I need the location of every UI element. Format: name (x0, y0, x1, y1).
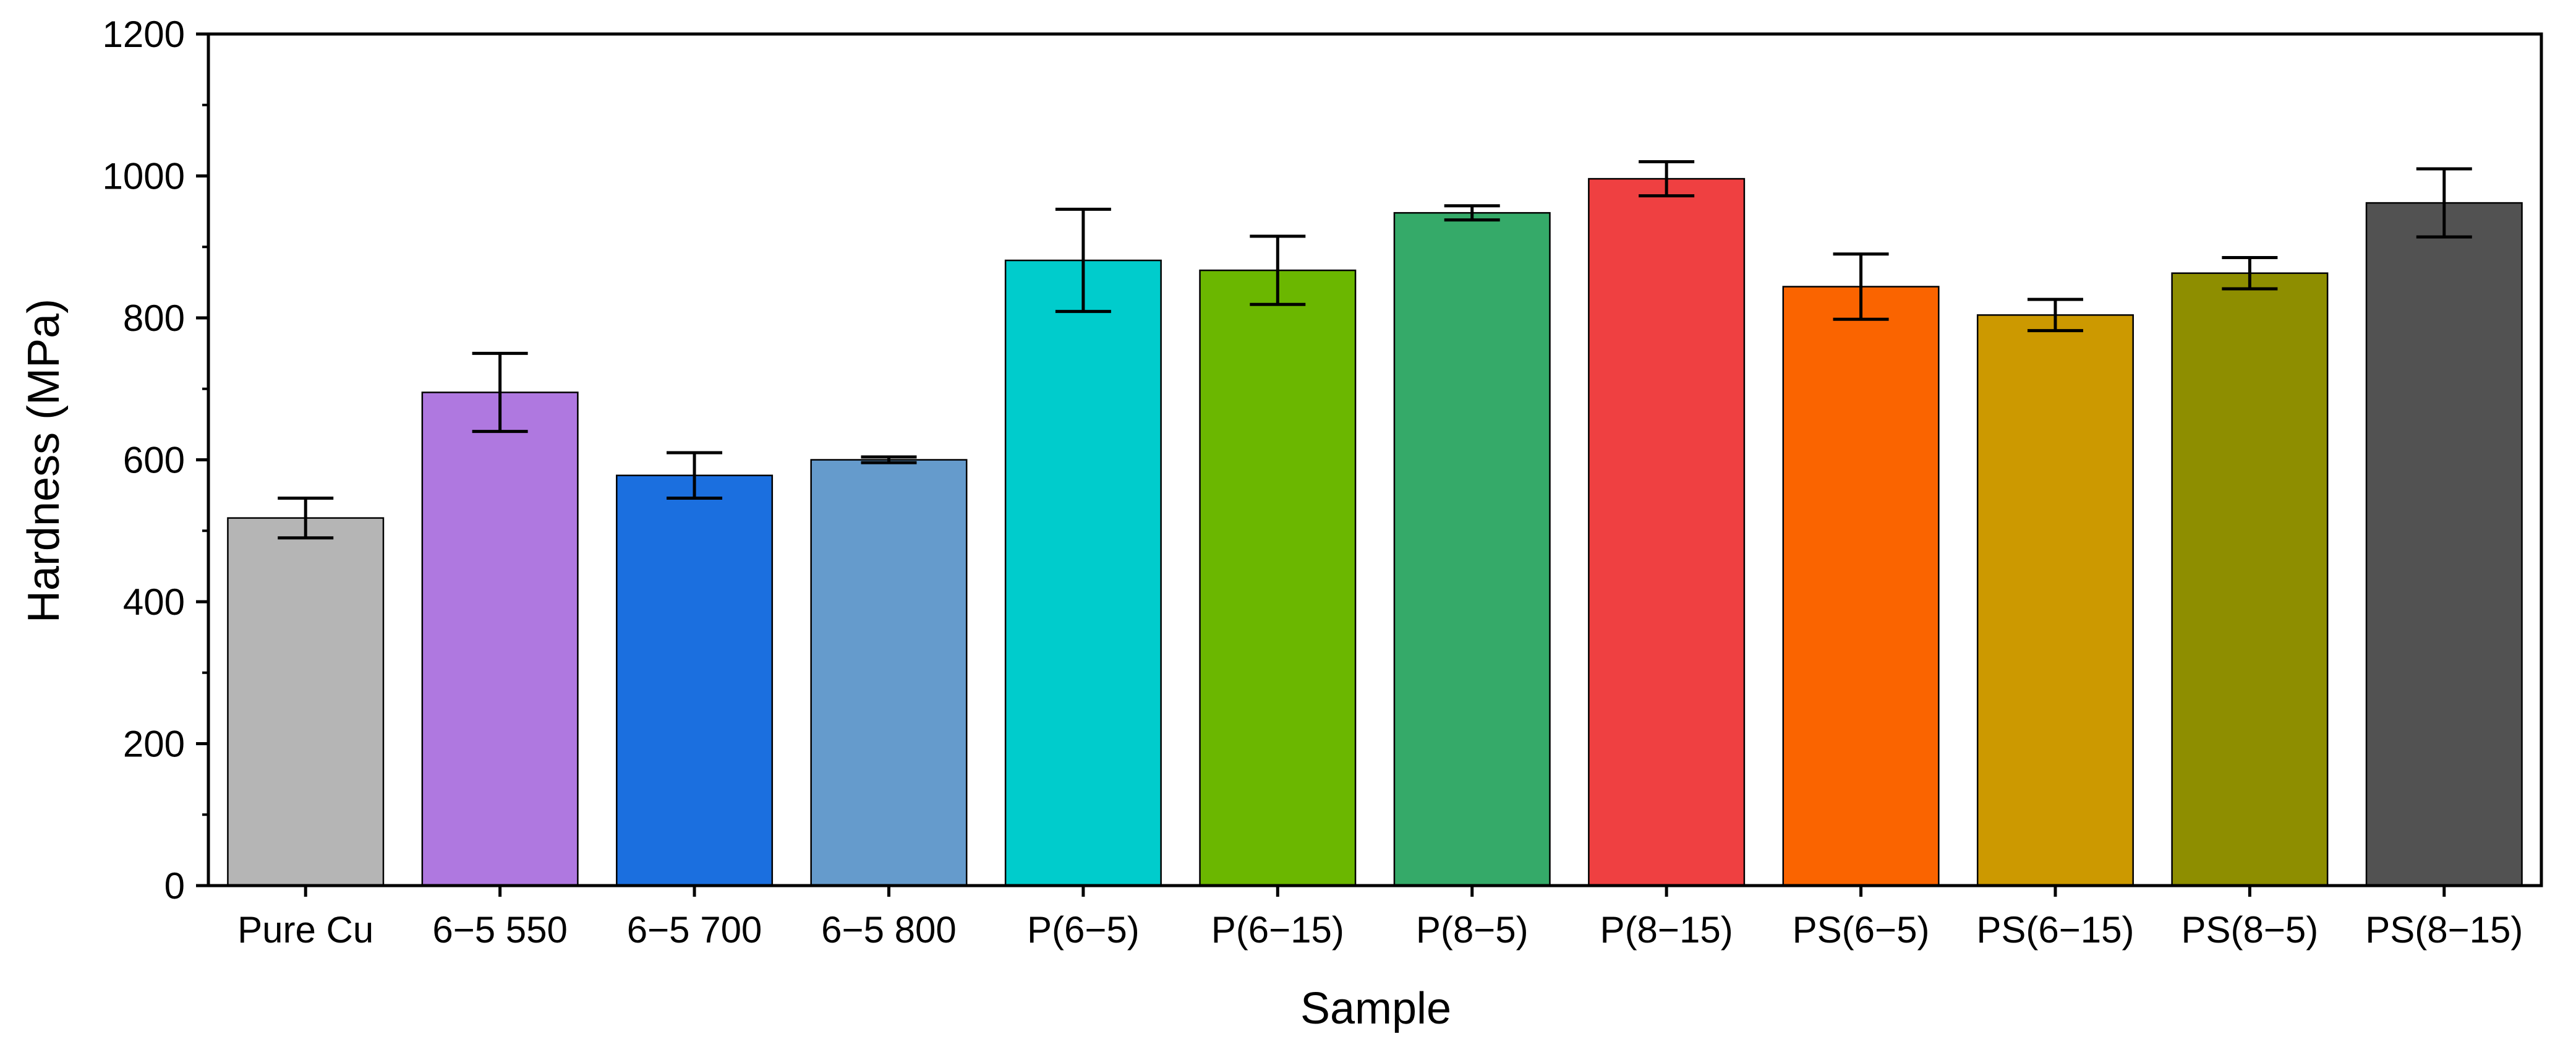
x-tick-label-3: 6−5 800 (821, 909, 957, 951)
y-tick-label-2: 400 (123, 581, 185, 623)
error-bars-layer (278, 160, 2472, 540)
x-tick-label-4: P(6−5) (1027, 909, 1140, 951)
y-tick-label-5: 1000 (103, 156, 185, 197)
error-bar-4 (1055, 207, 1111, 314)
error-bar-3 (861, 455, 917, 464)
x-tick-label-2: 6−5 700 (627, 909, 762, 951)
bar-2 (616, 474, 774, 887)
x-tick-label-5: P(6−15) (1211, 909, 1344, 951)
x-tick-label-11: PS(8−15) (2365, 909, 2523, 951)
x-tick-label-10: PS(8−5) (2181, 909, 2318, 951)
error-bar-6 (1444, 204, 1500, 222)
y-tick-label-6: 1200 (103, 14, 185, 55)
x-tick-label-8: PS(6−5) (1793, 909, 1930, 951)
bars-layer (227, 177, 2523, 887)
error-bar-11 (2416, 167, 2472, 239)
x-tick-label-0: Pure Cu (237, 909, 373, 951)
x-tick-label-1: 6−5 550 (432, 909, 568, 951)
error-bar-2 (667, 451, 723, 500)
bar-5 (1199, 269, 1357, 887)
bar-0 (227, 517, 385, 887)
error-bar-8 (1833, 252, 1889, 321)
bar-7 (1588, 177, 1746, 887)
bar-11 (2365, 202, 2523, 887)
y-tick-label-3: 600 (123, 440, 185, 481)
error-bar-7 (1639, 160, 1695, 198)
bar-6 (1393, 212, 1551, 887)
y-axis-title: Hardness (MPa) (19, 299, 69, 623)
bar-10 (2171, 272, 2329, 887)
y-tick-label-0: 0 (164, 865, 185, 907)
x-tick-label-7: P(8−15) (1600, 909, 1733, 951)
plot-frame (207, 32, 2543, 887)
bar-1 (421, 391, 579, 887)
error-bar-0 (278, 496, 334, 540)
error-bar-1 (472, 351, 528, 434)
x-tick-label-9: PS(6−15) (1976, 909, 2134, 951)
error-bar-5 (1250, 234, 1306, 306)
labels-layer: Pure Cu 6−5 550 6−5 700 6−5 800 P(6−5) P(6−15… (103, 14, 2523, 951)
error-bar-10 (2222, 255, 2278, 291)
x-tick-label-6: P(8−5) (1416, 909, 1529, 951)
bar-9 (1976, 314, 2134, 887)
error-bar-9 (2027, 297, 2083, 333)
y-tick-label-1: 200 (123, 724, 185, 765)
bar-4 (1004, 259, 1162, 887)
bar-8 (1782, 286, 1940, 887)
bar-3 (810, 459, 968, 887)
axes-layer (196, 32, 2543, 897)
x-axis-title: Sample (1300, 984, 1451, 1033)
y-tick-label-4: 800 (123, 297, 185, 339)
